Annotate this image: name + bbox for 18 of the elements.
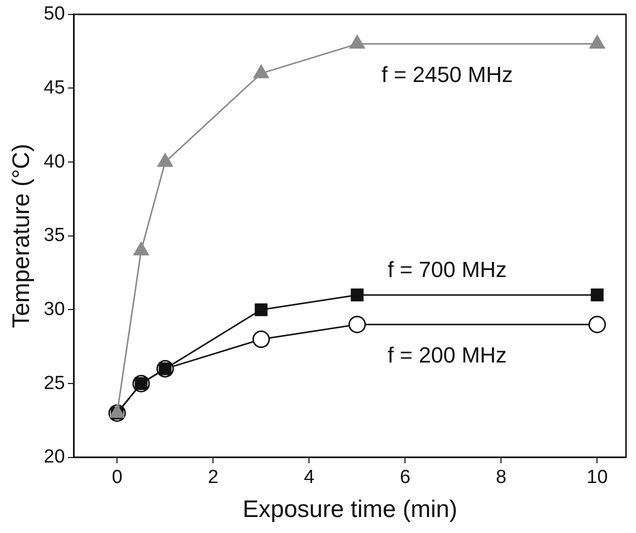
x-tick-label: 4 — [304, 467, 315, 488]
y-tick-label: 30 — [44, 298, 65, 320]
x-tick-label: 8 — [496, 467, 506, 488]
series-label: f = 700 MHz — [388, 256, 507, 282]
y-tick-label: 20 — [44, 446, 65, 468]
x-axis-title: Exposure time (min) — [242, 496, 458, 524]
y-tick-label: 35 — [44, 225, 65, 246]
x-tick-label: 0 — [112, 467, 122, 488]
x-tick-label: 2 — [208, 467, 218, 488]
x-tick-label: 10 — [586, 467, 608, 488]
y-axis-title: Temperature (°C) — [8, 144, 36, 328]
y-tick-label: 45 — [44, 77, 65, 98]
y-tick-label: 25 — [44, 372, 65, 394]
x-tick-label: 6 — [400, 467, 410, 488]
series-label: f = 2450 MHz — [381, 62, 513, 87]
y-tick-label: 40 — [44, 151, 65, 172]
y-tick-label: 50 — [44, 4, 65, 25]
series-label: f = 200 MHz — [388, 342, 507, 368]
